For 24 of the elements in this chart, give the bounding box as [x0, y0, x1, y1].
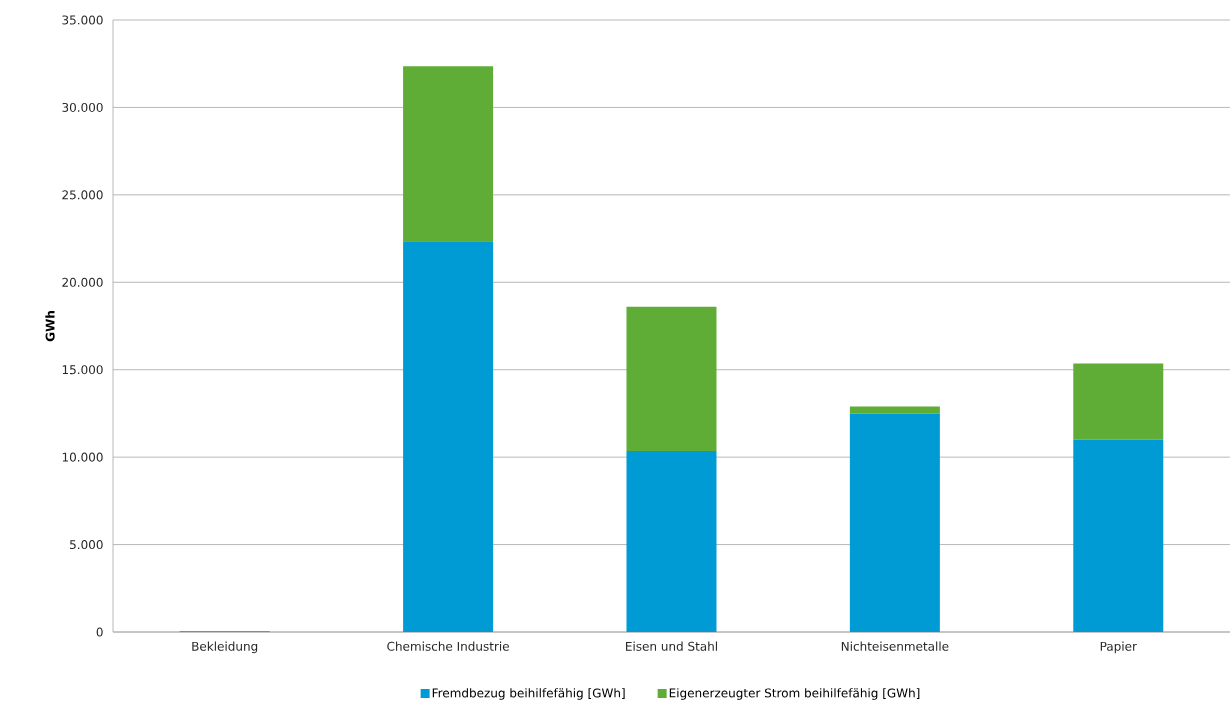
x-tick-label: Bekleidung — [192, 641, 258, 654]
bar — [403, 241, 494, 632]
y-tick-label: 20.000 — [62, 277, 103, 287]
y-tick-label: 30.000 — [62, 102, 103, 112]
bar — [626, 306, 717, 452]
y-tick-label: 5.000 — [70, 540, 103, 550]
bar — [403, 66, 494, 242]
y-tick-label: 15.000 — [62, 365, 103, 375]
legend-label: Fremdbezug beihilfefähig [GWh] — [432, 688, 625, 700]
y-tick-label: 10.000 — [62, 452, 103, 462]
y-axis-title: GWh — [45, 311, 55, 342]
bar — [849, 413, 940, 632]
x-tick-label: Chemische Industrie — [387, 641, 509, 651]
y-tick-label: 0 — [96, 627, 103, 637]
bar — [1073, 363, 1164, 440]
x-tick-label: Nichteisenmetalle — [841, 641, 949, 651]
y-tick-label: 35.000 — [62, 15, 103, 25]
x-tick-label: Eisen und Stahl — [626, 641, 717, 651]
x-tick-label: Papier — [1100, 641, 1137, 654]
bar — [849, 406, 940, 414]
bar — [626, 451, 717, 632]
bar — [1073, 439, 1164, 632]
y-tick-label: 25.000 — [62, 190, 103, 200]
legend-label: Eigenerzeugter Strom beihilfefähig [GWh] — [669, 688, 920, 700]
